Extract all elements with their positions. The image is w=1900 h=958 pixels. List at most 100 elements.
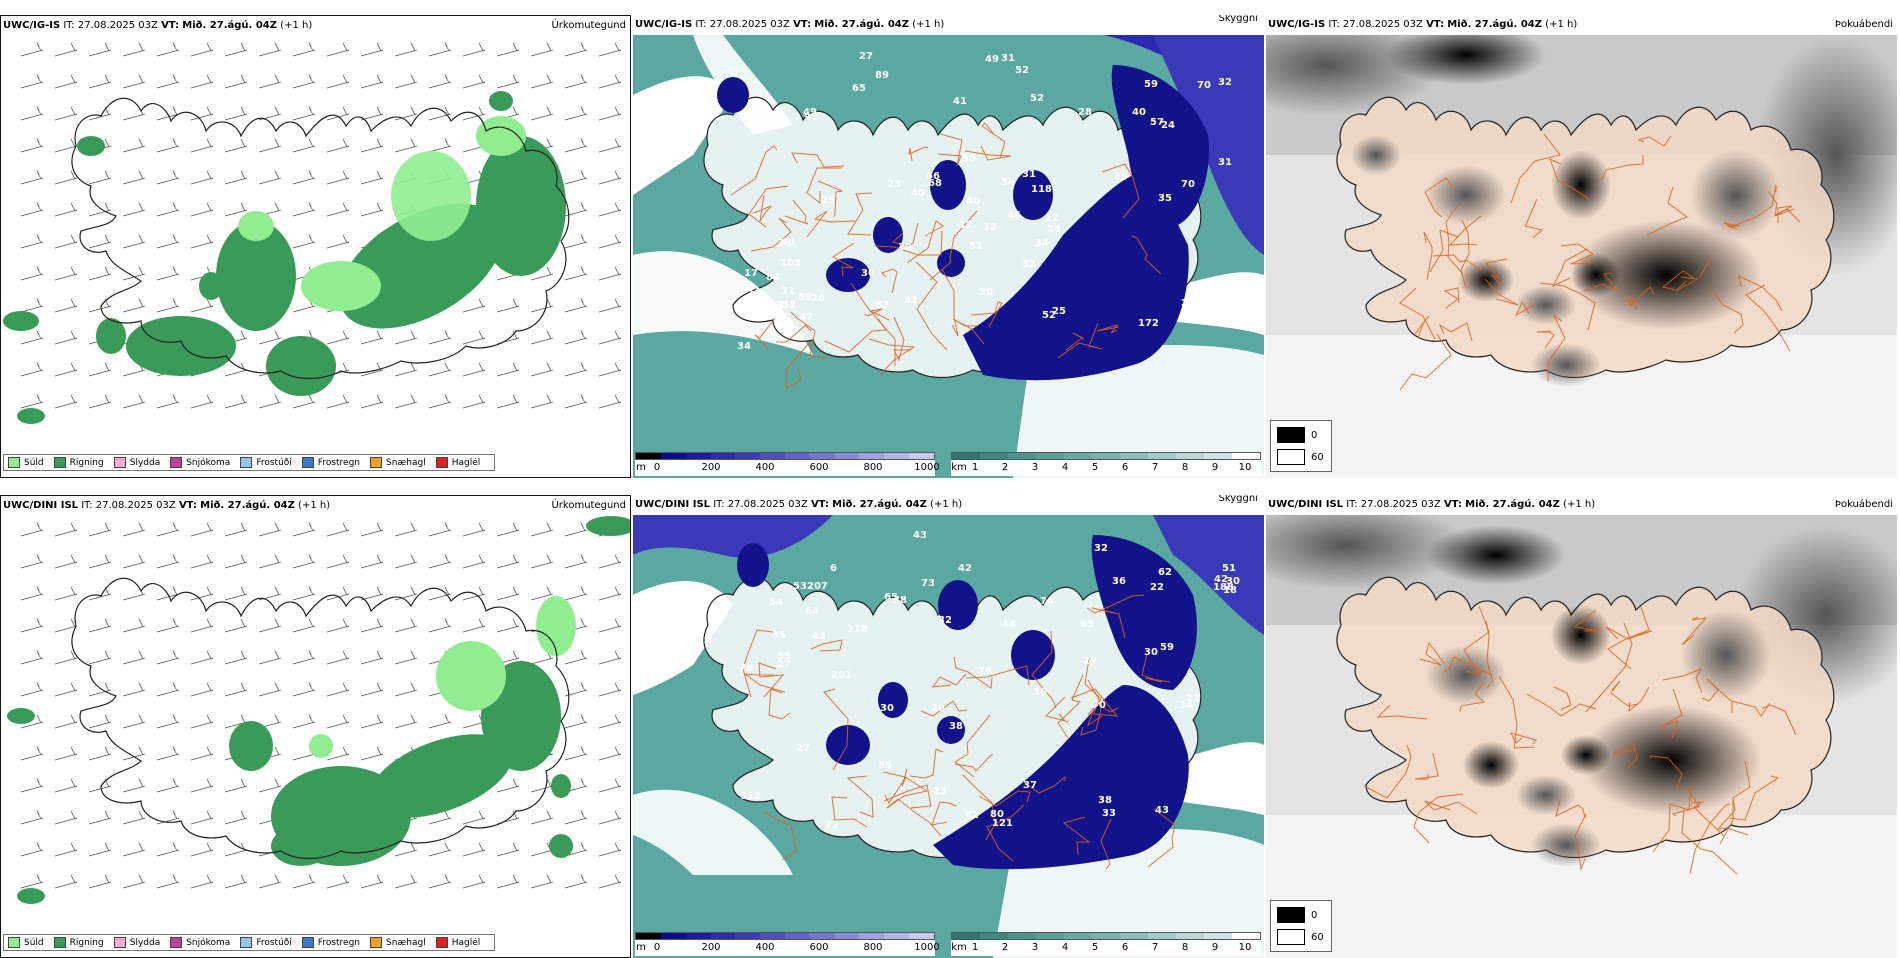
visibility-value-label: 65 [884, 592, 898, 603]
wind-barb [224, 394, 248, 409]
visibility-value-label: 70 [1181, 179, 1195, 190]
wind-barb [496, 522, 520, 537]
wind-barb [326, 106, 350, 121]
river-line [1628, 686, 1650, 713]
wind-barb [88, 298, 112, 313]
visibility-value-label: 41 [953, 96, 967, 107]
panel-title: Skyggni [1216, 15, 1260, 29]
wind-barb [122, 522, 146, 537]
colorbar-tick: 1000 [914, 462, 940, 473]
wind-barb [598, 586, 622, 601]
river-line [1419, 641, 1445, 666]
visibility-value-label: 42 [1214, 574, 1228, 585]
init-time: 27.08.2025 03Z [77, 20, 158, 31]
wind-barb [292, 234, 316, 249]
colorbar-tick: 8 [1181, 462, 1189, 473]
wind-barb [326, 746, 350, 761]
wind-barb [360, 74, 384, 89]
wind-barb [122, 106, 146, 121]
valid-time: Mið. 27.ágú. 04Z [200, 500, 295, 511]
river-line [941, 268, 959, 337]
river-line [785, 341, 811, 389]
visibility-value-label: 40 [911, 188, 925, 199]
wind-barb [428, 362, 452, 377]
wind-barb [258, 618, 282, 633]
visibility-value-label: 24 [1161, 120, 1175, 131]
visibility-value-label: 103 [780, 258, 801, 269]
visibility-value-label: 62 [904, 295, 918, 306]
river-line [1719, 760, 1751, 845]
visibility-colorbar: km 1 2 3 4 5 6 7 8 9 10 [951, 452, 1261, 476]
river-line [882, 771, 929, 809]
panel-title: Þokuábendi [1834, 499, 1893, 510]
colorbar-tick: 7 [1151, 462, 1159, 473]
wind-barb [326, 234, 350, 249]
wind-barb [360, 106, 384, 121]
wind-barb [598, 362, 622, 377]
legend-item-snjokoma: Snjókoma [170, 937, 230, 948]
wind-barb [88, 650, 112, 665]
wind-barb [156, 202, 180, 217]
wind-barb [428, 138, 452, 153]
river-line [1652, 784, 1692, 853]
river-line [1448, 215, 1482, 246]
wind-barb [326, 202, 350, 217]
wind-barb [564, 714, 588, 729]
wind-barb [54, 874, 78, 889]
visibility-value-label: 40 [1132, 107, 1146, 118]
river-line [1363, 744, 1412, 799]
wind-barb [224, 874, 248, 889]
visibility-value-label: 44 [1002, 619, 1016, 630]
visibility-value-label: 76 [978, 666, 992, 677]
visibility-value-label: 42 [958, 563, 972, 574]
river-line [1031, 630, 1057, 709]
visibility-value-label: 64 [805, 606, 819, 617]
visibility-value-label: 57 [1150, 117, 1164, 128]
wind-barb [122, 234, 146, 249]
visibility-value-label: 38 [949, 721, 963, 732]
river-line [1547, 314, 1566, 381]
wind-barb [258, 170, 282, 185]
wind-barb [360, 682, 384, 697]
visibility-panel-igis: UWC/IG-IS IT: 27.08.2025 03Z VT: Mið. 27… [633, 15, 1264, 478]
it-label: IT: [81, 500, 93, 511]
river-line [1459, 682, 1486, 713]
river-line [1675, 254, 1713, 292]
wind-barb [190, 138, 214, 153]
river-line [1681, 616, 1708, 646]
wind-barb [258, 522, 282, 537]
visibility-value-label: 27 [859, 51, 873, 62]
wind-barb [156, 650, 180, 665]
wind-barb [598, 106, 622, 121]
visibility-value-label: 32 [1022, 259, 1036, 270]
visibility-value-label: 84 [766, 272, 780, 283]
wind-barb [496, 330, 520, 345]
wind-barb [598, 554, 622, 569]
wind-barb [496, 394, 520, 409]
visibility-value-label: 30 [861, 268, 875, 279]
river-line [1585, 622, 1633, 713]
wind-barb [88, 42, 112, 57]
colorbar-unit: m [636, 942, 646, 953]
river-line [810, 639, 843, 652]
wind-barb [598, 714, 622, 729]
visibility-value-label: 49 [985, 54, 999, 65]
precip-legend: Súld Rigning Slydda Snjókoma Frostúði Fr… [3, 454, 496, 471]
legend-item-snaehagl: Snæhagl [370, 457, 426, 468]
river-line [1443, 287, 1460, 309]
wind-barb [54, 330, 78, 345]
wind-barb [88, 554, 112, 569]
visibility-value-label: 53 [782, 300, 796, 311]
river-line [748, 185, 789, 228]
wind-barb [496, 778, 520, 793]
river-line [1510, 133, 1561, 204]
river-line [1730, 184, 1777, 228]
wind-barb [54, 778, 78, 793]
wind-barb [156, 170, 180, 185]
fog-indicator-panel-igis: UWC/IG-IS IT: 27.08.2025 03Z VT: Mið. 27… [1266, 15, 1897, 478]
visibility-value-label: 39 [898, 242, 912, 253]
wind-barb [360, 394, 384, 409]
wind-barb [122, 554, 146, 569]
valid-time: Mið. 27.ágú. 04Z [1465, 499, 1560, 510]
wind-barb [462, 618, 486, 633]
